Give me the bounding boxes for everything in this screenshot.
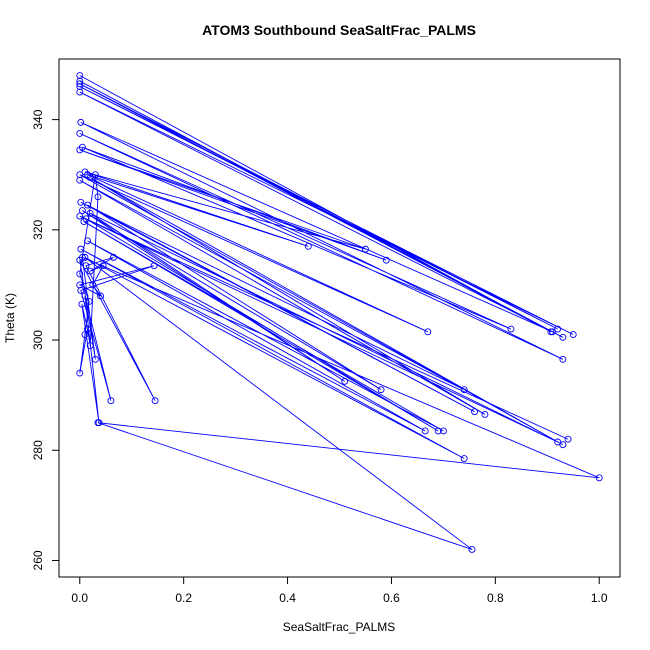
data-point (76, 83, 84, 91)
data-point (507, 325, 515, 333)
data-point (91, 171, 99, 179)
data-point (76, 77, 84, 85)
data-point (362, 245, 369, 253)
data-point (595, 474, 603, 482)
data-point (76, 171, 84, 179)
data-point (94, 193, 102, 201)
data-point (471, 408, 479, 416)
x-tick-label: 0.4 (279, 591, 296, 605)
chart-title: ATOM3 Southbound SeaSaltFrac_PALMS (202, 22, 476, 38)
y-axis: 260 280 300 320 340 (31, 109, 60, 570)
x-tick-label: 0.8 (487, 591, 504, 605)
data-point (80, 218, 88, 226)
data-point (86, 209, 94, 217)
data-point (304, 242, 312, 250)
data-point (549, 328, 556, 336)
data-point (76, 129, 84, 137)
data-point (76, 212, 84, 220)
data-point (82, 262, 90, 270)
data-point (341, 377, 349, 385)
data-point (559, 333, 567, 341)
data-point (77, 245, 85, 253)
data-point (76, 88, 84, 96)
x-axis: 0.0 0.2 0.4 0.6 0.8 1.0 (71, 576, 608, 605)
x-tick-label: 0.0 (71, 591, 88, 605)
data-point (382, 256, 390, 264)
data-point (77, 118, 85, 126)
data-point (76, 146, 84, 154)
y-tick-label: 340 (31, 109, 45, 129)
data-point (95, 419, 103, 427)
data-point (110, 253, 117, 261)
data-point (554, 438, 562, 446)
data-point (85, 298, 93, 305)
x-tick-label: 1.0 (591, 591, 608, 605)
y-tick-label: 260 (31, 550, 45, 570)
data-point (78, 300, 86, 308)
data-point (564, 435, 572, 443)
data-point (76, 72, 84, 79)
data-point (84, 201, 92, 209)
data-point (434, 427, 442, 435)
y-axis-label: Theta (K) (3, 293, 17, 343)
data-point (460, 455, 468, 462)
data-point (76, 80, 84, 88)
data-point (151, 397, 159, 405)
data-point (86, 267, 94, 275)
data-point (377, 386, 385, 394)
y-tick-label: 280 (31, 440, 45, 460)
data-point (76, 256, 84, 264)
data-point (460, 386, 468, 394)
data-point (84, 237, 92, 245)
data-point (76, 176, 84, 184)
data-point (86, 174, 94, 181)
data-point (554, 325, 562, 333)
data-point (91, 355, 99, 363)
data-point (97, 292, 105, 300)
data-point (76, 270, 84, 278)
data-point (107, 397, 115, 405)
data-point (81, 253, 89, 261)
data-point (86, 342, 94, 349)
x-tick-label: 0.2 (175, 591, 192, 605)
series-layer (76, 72, 603, 553)
data-point (99, 262, 107, 270)
x-tick-label: 0.6 (383, 591, 400, 605)
data-point (84, 325, 92, 333)
data-point (81, 331, 89, 338)
y-tick-label: 320 (31, 219, 45, 239)
data-point (569, 331, 577, 338)
data-point (77, 198, 85, 206)
data-point (77, 287, 85, 294)
data-point (421, 427, 429, 435)
data-point (468, 546, 476, 553)
data-point (76, 369, 84, 377)
x-axis-label: SeaSaltFrac_PALMS (283, 620, 396, 634)
data-point (78, 207, 86, 214)
series-line (78, 75, 600, 550)
data-point (559, 441, 567, 449)
data-point (559, 355, 567, 363)
data-point (150, 262, 158, 270)
y-tick-label: 300 (31, 330, 45, 350)
data-point (481, 410, 489, 418)
data-point (424, 328, 432, 336)
data-point (439, 427, 447, 435)
data-point (89, 281, 97, 289)
data-point (81, 292, 89, 300)
